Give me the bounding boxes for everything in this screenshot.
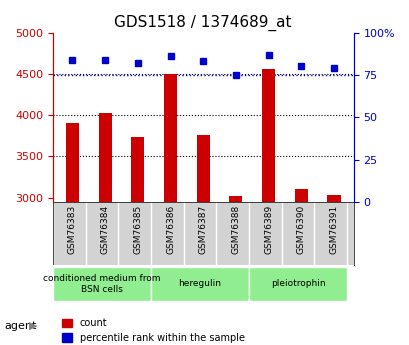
Bar	[196, 135, 209, 202]
Title: GDS1518 / 1374689_at: GDS1518 / 1374689_at	[114, 15, 291, 31]
Text: GSM76390: GSM76390	[296, 205, 305, 254]
Text: agent: agent	[4, 321, 36, 331]
Bar	[294, 189, 307, 202]
Bar	[261, 69, 274, 202]
Text: pleiotrophin: pleiotrophin	[270, 279, 325, 288]
Text: GSM76389: GSM76389	[263, 205, 272, 254]
Bar	[66, 122, 79, 202]
Text: ▶: ▶	[29, 321, 37, 331]
FancyBboxPatch shape	[53, 267, 151, 300]
Text: GSM76387: GSM76387	[198, 205, 207, 254]
FancyBboxPatch shape	[151, 267, 248, 300]
Bar	[229, 196, 242, 202]
Text: GSM76383: GSM76383	[68, 205, 77, 254]
Bar	[99, 114, 111, 202]
Text: GSM76386: GSM76386	[166, 205, 175, 254]
FancyBboxPatch shape	[248, 267, 346, 300]
Text: conditioned medium from
BSN cells: conditioned medium from BSN cells	[43, 274, 160, 294]
Text: GSM76388: GSM76388	[231, 205, 240, 254]
Legend: count, percentile rank within the sample: count, percentile rank within the sample	[58, 314, 248, 345]
Bar	[131, 137, 144, 202]
Text: heregulin: heregulin	[178, 279, 221, 288]
Text: GSM76385: GSM76385	[133, 205, 142, 254]
Text: GSM76391: GSM76391	[329, 205, 338, 254]
Bar	[327, 195, 340, 202]
Bar	[164, 74, 177, 202]
Text: GSM76384: GSM76384	[101, 205, 109, 254]
